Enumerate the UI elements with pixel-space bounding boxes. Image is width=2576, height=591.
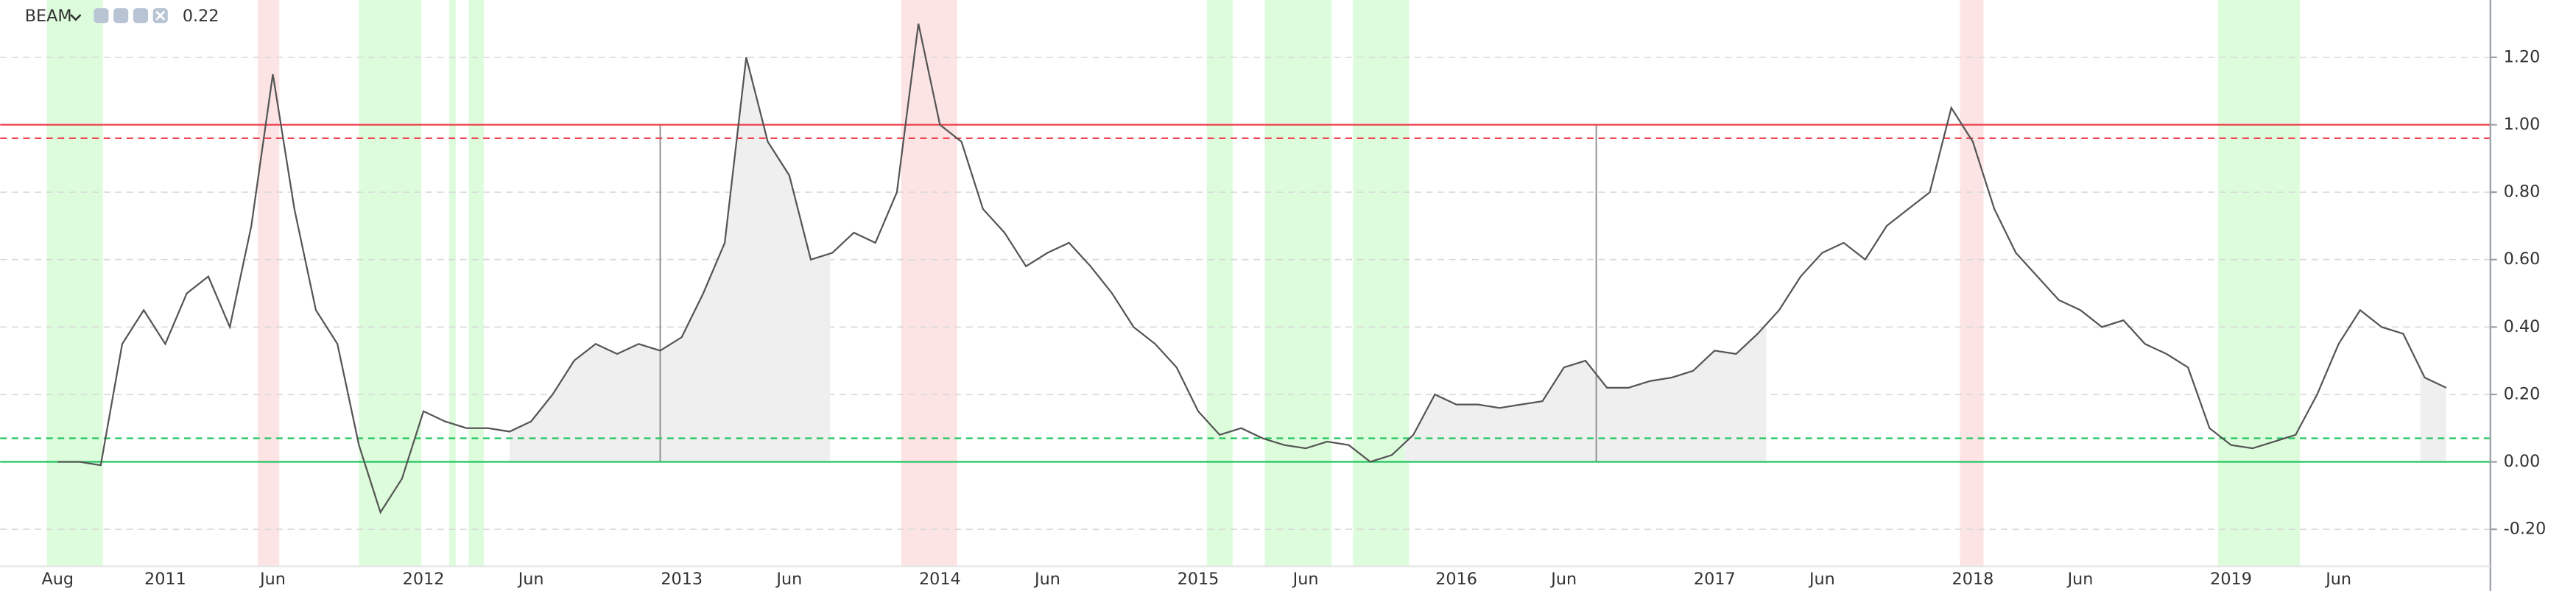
x-tick-label: 2017 [1694,570,1736,589]
symbol[interactable]: BEAM [25,7,72,26]
y-tick-label: 0.20 [2504,384,2541,403]
x-tick-label: Aug [42,570,74,589]
x-tick-label: 2011 [144,570,186,589]
x-tick-label: Jun [2324,570,2351,589]
sell-zone [1960,0,1984,567]
buy-zone [359,0,422,567]
shaded-area [1404,324,1767,462]
last-value: 0.22 [183,7,219,26]
buy-zone [1206,0,1233,567]
y-tick-label: 0.60 [2504,250,2541,269]
y-tick-label: 0.00 [2504,452,2541,471]
shaded-area [509,57,831,462]
buy-zone [468,0,484,567]
x-tick-label: 2016 [1435,570,1477,589]
x-tick-label: 2014 [919,570,961,589]
symbol-dropdown[interactable] [70,14,82,21]
sell-zone [901,0,957,567]
price-line [57,23,2447,514]
x-tick-label: Jun [1292,570,1319,589]
buy-zone [2218,0,2301,567]
icon-close-x [155,10,166,21]
buy-zone [1264,0,1332,567]
icon-eye[interactable] [94,8,109,24]
y-tick-label: 0.80 [2504,183,2541,202]
buy-zone [449,0,456,567]
x-tick-label: Jun [1033,570,1060,589]
x-tick-label: Jun [1549,570,1577,589]
buy-zone [1353,0,1410,567]
x-tick-label: 2019 [2210,570,2252,589]
x-tick-label: Jun [517,570,544,589]
x-tick-label: Jun [1808,570,1835,589]
x-tick-label: 2012 [403,570,445,589]
y-tick-label: 0.40 [2504,317,2541,336]
x-tick-label: Jun [2066,570,2094,589]
y-tick-label: -0.20 [2504,520,2547,539]
icon-source[interactable] [133,8,148,24]
sell-zone [258,0,280,567]
x-tick-label: Jun [258,570,286,589]
buy-zone [46,0,103,567]
x-tick-label: 2018 [1952,570,1994,589]
plot-area [0,0,2491,567]
icon-settings[interactable] [113,8,129,24]
y-tick-label: 1.20 [2504,47,2541,66]
x-tick-label: Jun [775,570,802,589]
x-tick-label: 2015 [1178,570,1220,589]
x-tick-label: 2013 [661,570,703,589]
y-tick-label: 1.00 [2504,115,2541,134]
